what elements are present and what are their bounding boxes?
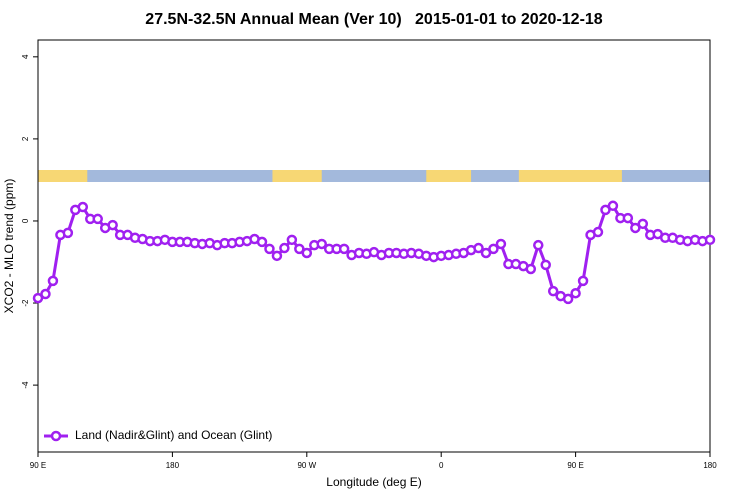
data-point (107, 219, 118, 231)
data-point (62, 227, 74, 239)
data-point (316, 238, 327, 250)
data-point (547, 285, 559, 297)
data-point (592, 226, 604, 238)
y-tick-label: 0 (21, 218, 30, 223)
data-point (630, 222, 641, 234)
data-point (570, 287, 581, 299)
data-point (286, 234, 298, 246)
data-point (704, 234, 716, 246)
data-point (577, 275, 589, 287)
land-band (518, 170, 622, 182)
data-point (77, 201, 89, 213)
data-point (480, 247, 492, 259)
data-point (495, 238, 507, 250)
data-point (40, 288, 51, 300)
data-point (488, 243, 499, 255)
land-band (426, 170, 472, 182)
land-band (272, 170, 322, 182)
y-tick-label: 4 (21, 54, 30, 59)
data-point (264, 243, 275, 255)
x-tick-label: 180 (166, 461, 180, 470)
data-point (338, 243, 350, 255)
x-tick-label: 90 E (30, 461, 46, 470)
y-tick-label: 2 (21, 136, 30, 141)
data-point (473, 242, 484, 254)
data-point (622, 212, 634, 224)
y-tick-label: -4 (21, 381, 30, 389)
data-point (607, 200, 619, 212)
y-axis-label: XCO2 - MLO trend (ppm) (2, 179, 16, 314)
data-point (271, 250, 283, 262)
data-point (32, 292, 44, 304)
y-tick-label: -2 (21, 299, 30, 307)
data-point (256, 236, 268, 248)
data-point (637, 218, 649, 230)
data-point (301, 247, 313, 259)
data-point (540, 259, 551, 271)
data-point (600, 204, 611, 216)
x-tick-label: 90 E (567, 461, 583, 470)
x-tick-label: 0 (439, 461, 444, 470)
x-tick-label: 90 W (297, 461, 316, 470)
legend-marker (50, 430, 62, 442)
data-point (279, 242, 290, 254)
land-band (38, 170, 88, 182)
data-point (562, 293, 574, 305)
data-point (525, 263, 537, 275)
data-point (533, 239, 544, 251)
x-tick-label: 180 (703, 461, 717, 470)
plot-frame (37, 39, 711, 453)
legend-label: Land (Nadir&Glint) and Ocean (Glint) (75, 428, 272, 442)
data-point (294, 243, 305, 255)
x-axis-label: Longitude (deg E) (326, 475, 421, 489)
data-point (47, 275, 59, 287)
data-point (92, 213, 103, 225)
chart-title: 27.5N-32.5N Annual Mean (Ver 10) 2015-01… (145, 11, 603, 28)
